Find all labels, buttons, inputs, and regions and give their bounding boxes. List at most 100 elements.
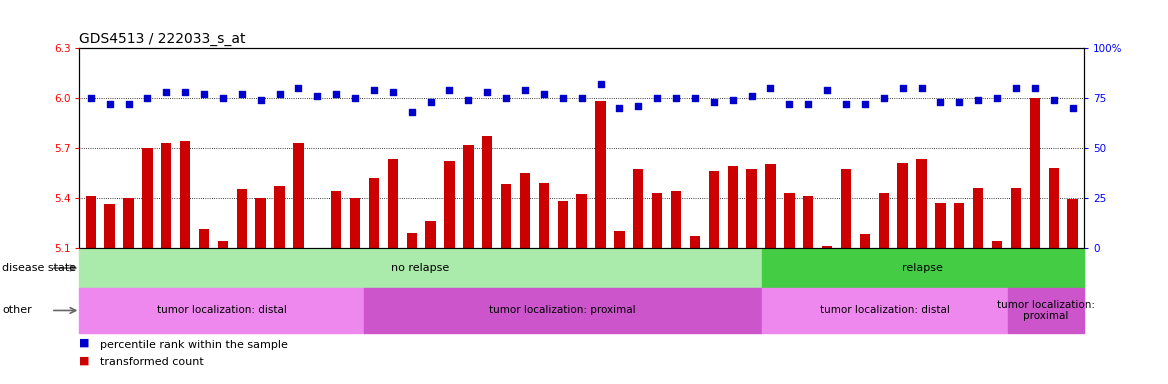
Bar (406, 233, 417, 248)
Bar (936, 203, 946, 248)
Bar (765, 164, 776, 248)
Bar (746, 169, 757, 248)
Point (422, 99, 440, 105)
Point (875, 95, 894, 101)
Bar (161, 143, 172, 248)
Point (232, 91, 251, 97)
Bar (992, 241, 1002, 248)
Point (572, 95, 591, 101)
Bar (79, 249, 762, 287)
Point (818, 87, 836, 93)
Point (478, 89, 496, 95)
Text: other: other (2, 305, 32, 316)
Bar (762, 288, 1008, 333)
Bar (709, 171, 719, 248)
Bar (784, 193, 794, 248)
Point (836, 101, 855, 107)
Text: tumor localization: distal: tumor localization: distal (820, 305, 950, 316)
Point (968, 97, 987, 103)
Bar (841, 169, 851, 248)
Text: disease state: disease state (2, 263, 76, 273)
Bar (520, 173, 530, 248)
Point (894, 85, 912, 91)
Point (308, 93, 327, 99)
Point (383, 89, 402, 95)
Bar (444, 161, 454, 248)
Text: tumor localization: distal: tumor localization: distal (157, 305, 286, 316)
Text: percentile rank within the sample: percentile rank within the sample (100, 340, 288, 350)
Bar (577, 194, 586, 248)
Bar (388, 159, 398, 248)
Text: tumor localization:
proximal: tumor localization: proximal (997, 300, 1094, 321)
Bar (596, 101, 606, 248)
Bar (1008, 288, 1084, 333)
Point (554, 95, 572, 101)
Point (100, 101, 119, 107)
Text: ■: ■ (79, 355, 90, 365)
Point (742, 93, 760, 99)
Point (195, 91, 214, 97)
Point (648, 95, 667, 101)
Point (667, 95, 686, 101)
Text: relapse: relapse (903, 263, 944, 273)
Point (780, 101, 799, 107)
Bar (822, 246, 833, 248)
Bar (538, 183, 549, 248)
Point (799, 101, 818, 107)
Bar (85, 196, 96, 248)
Bar (142, 148, 153, 248)
Point (1063, 105, 1082, 111)
Bar (363, 288, 762, 333)
Point (912, 85, 931, 91)
Bar (180, 141, 190, 248)
Point (950, 99, 968, 105)
Point (440, 87, 459, 93)
Point (1044, 97, 1063, 103)
Bar (917, 159, 926, 248)
Bar (1068, 199, 1078, 248)
Bar (425, 221, 436, 248)
Text: GDS4513 / 222033_s_at: GDS4513 / 222033_s_at (79, 31, 246, 46)
Bar (973, 188, 983, 248)
Point (290, 85, 308, 91)
Point (364, 87, 383, 93)
Bar (652, 193, 662, 248)
Point (535, 91, 554, 97)
Bar (954, 203, 965, 248)
Bar (670, 191, 681, 248)
Point (270, 91, 288, 97)
Bar (878, 193, 889, 248)
Point (214, 95, 232, 101)
Bar (124, 198, 133, 248)
Bar (199, 229, 209, 248)
Bar (293, 143, 304, 248)
Point (138, 95, 157, 101)
Bar (237, 189, 246, 248)
Point (496, 95, 515, 101)
Point (1026, 85, 1044, 91)
Point (704, 99, 723, 105)
Text: transformed count: transformed count (100, 357, 204, 367)
Bar (557, 201, 568, 248)
Bar (331, 191, 341, 248)
Point (82, 95, 100, 101)
Point (403, 109, 422, 115)
Point (157, 89, 175, 95)
Point (591, 81, 610, 87)
Point (1007, 85, 1026, 91)
Text: ■: ■ (79, 338, 90, 348)
Bar (1030, 98, 1040, 248)
Point (855, 101, 874, 107)
Bar (104, 204, 114, 248)
Point (459, 97, 478, 103)
Text: tumor localization: proximal: tumor localization: proximal (489, 305, 637, 316)
Bar (369, 178, 380, 248)
Bar (274, 186, 285, 248)
Bar (633, 169, 644, 248)
Point (610, 105, 628, 111)
Point (931, 99, 950, 105)
Point (762, 85, 780, 91)
Bar (79, 288, 363, 333)
Point (516, 87, 535, 93)
Bar (897, 163, 908, 248)
